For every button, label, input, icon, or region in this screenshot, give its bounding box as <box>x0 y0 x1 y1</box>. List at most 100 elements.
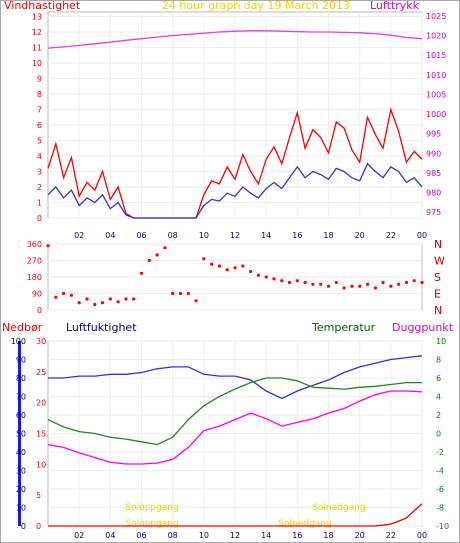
direction-degree-tick: 0 <box>37 306 42 315</box>
direction-point <box>46 244 50 248</box>
temperature-tick: 6 <box>436 374 441 383</box>
direction-point <box>365 282 370 286</box>
x-tick-label: 02 <box>74 231 84 240</box>
sunset-label: Solnedgang <box>312 503 365 513</box>
direction-grid <box>48 243 422 311</box>
x-tick-label: 16 <box>292 231 302 240</box>
direction-point <box>54 295 58 299</box>
humidity-tick: 0 <box>21 522 26 531</box>
direction-point <box>100 301 105 305</box>
pressure-tick: 980 <box>426 188 441 197</box>
humidity-tick: 80 <box>16 374 26 383</box>
pressure-tick: 1020 <box>426 32 446 41</box>
temperature-tick: -4 <box>436 467 444 476</box>
climate-x-axis: 02 04 06 08 10 12 14 16 18 20 22 00 <box>74 531 427 540</box>
pressure-tick: 995 <box>426 130 441 139</box>
humidity-tick: 40 <box>16 448 26 457</box>
direction-point <box>132 297 136 301</box>
temperature-tick: -2 <box>436 448 444 457</box>
direction-point <box>116 300 120 304</box>
direction-degree-tick: 360 <box>27 240 42 249</box>
direction-point <box>381 280 385 285</box>
pressure-axis: 975 980 985 990 995 1000 1005 1010 1015 1020 1025 <box>426 12 446 217</box>
sunrise-label-shadow: Soloppgang <box>125 519 178 529</box>
direction-point <box>249 269 253 274</box>
direction-point <box>163 246 167 250</box>
series-lufttrykk <box>47 30 423 49</box>
humidity-tick: 50 <box>16 430 26 439</box>
wind-speed-tick: 13 <box>32 13 42 22</box>
humidity-tick: 60 <box>16 411 26 420</box>
precipitation-axis: 0 5 10 15 20 25 30 <box>36 337 46 531</box>
precipitation-bar <box>18 341 21 526</box>
pressure-tick: 1010 <box>426 71 446 80</box>
temperature-label: Temperatur <box>311 321 376 334</box>
direction-point <box>241 264 245 268</box>
x-tick-label: 22 <box>386 231 396 240</box>
direction-point <box>217 264 221 268</box>
temperature-tick: 2 <box>436 411 441 420</box>
direction-degree-tick: 270 <box>27 257 42 266</box>
direction-point <box>311 282 315 286</box>
pressure-label: Lufttrykk <box>370 0 420 12</box>
direction-point <box>412 279 416 283</box>
precipitation-tick: 30 <box>36 337 46 346</box>
wind-x-axis: 02 04 06 08 10 12 14 16 18 20 22 00 <box>74 231 427 240</box>
wind-speed-tick: 2 <box>37 183 42 192</box>
pressure-tick: 1025 <box>426 12 446 21</box>
humidity-tick: 70 <box>16 393 26 402</box>
x-tick-label: 12 <box>230 231 240 240</box>
direction-point <box>287 280 292 285</box>
direction-compass-tick: N <box>434 304 442 317</box>
x-tick-label: 22 <box>386 531 396 540</box>
direction-compass-tick: S <box>434 271 441 284</box>
precipitation-label: Nedbør <box>2 321 43 334</box>
x-tick-label: 00 <box>417 531 427 540</box>
direction-point <box>326 284 331 288</box>
x-tick-label: 12 <box>230 531 240 540</box>
wind-grid <box>48 12 423 219</box>
humidity-tick: 10 <box>16 504 26 513</box>
direction-degree-tick: 180 <box>27 273 42 282</box>
series-vind-middel <box>47 162 423 219</box>
pressure-tick: 990 <box>426 149 441 158</box>
wind-speed-tick: 11 <box>32 44 42 53</box>
wind-speed-tick: 7 <box>37 106 42 115</box>
direction-point <box>389 284 393 288</box>
direction-point <box>280 279 284 283</box>
direction-point <box>62 291 66 296</box>
x-tick-label: 02 <box>74 531 84 540</box>
direction-point <box>171 291 175 296</box>
direction-point <box>256 273 260 277</box>
temperature-tick: -10 <box>436 522 449 531</box>
wind-speed-tick: 6 <box>37 121 42 130</box>
series-nedbør <box>48 503 423 527</box>
direction-point <box>77 301 81 305</box>
direction-point <box>210 262 214 266</box>
direction-point <box>272 277 276 281</box>
direction-point <box>233 266 237 270</box>
climate-series <box>47 355 423 527</box>
x-tick-label: 08 <box>168 531 178 540</box>
x-tick-label: 14 <box>261 231 271 240</box>
sunrise-label: Soloppgang <box>125 503 178 513</box>
x-tick-label: 20 <box>355 231 365 240</box>
temperature-tick: -6 <box>436 485 444 494</box>
direction-point <box>155 253 159 257</box>
humidity-tick: 20 <box>16 485 26 494</box>
direction-point <box>350 284 354 288</box>
humidity-label: Luftfuktighet <box>66 321 137 334</box>
x-tick-label: 04 <box>105 531 115 540</box>
direction-point <box>178 291 183 296</box>
direction-degree-axis: 0 90 180 270 360 <box>27 240 42 315</box>
direction-point <box>108 297 112 301</box>
wind-speed-tick: 12 <box>32 28 42 37</box>
precipitation-tick: 0 <box>36 522 41 531</box>
direction-point <box>295 279 299 283</box>
direction-point <box>124 297 128 301</box>
wind-speed-tick: 1 <box>37 199 42 208</box>
pressure-tick: 1000 <box>426 110 446 119</box>
